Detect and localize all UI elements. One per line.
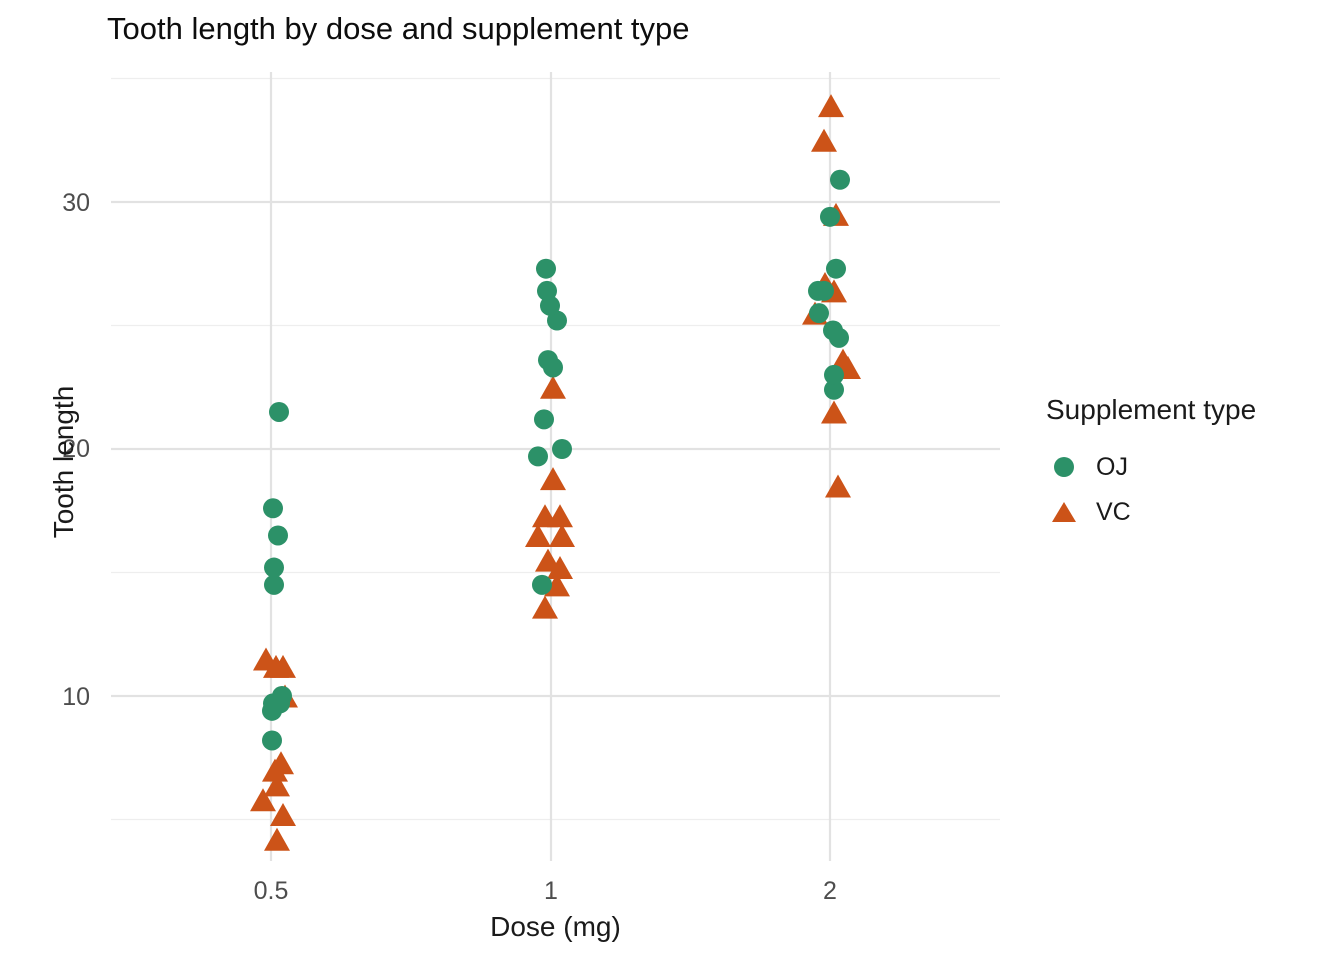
- data-point-oj: [537, 280, 557, 301]
- data-point-oj: [262, 730, 282, 751]
- data-point-oj: [532, 574, 552, 595]
- data-point-oj: [264, 557, 284, 578]
- data-point-vc: [540, 467, 566, 491]
- y-tick-label-10: 10: [62, 683, 90, 711]
- data-point-oj: [823, 320, 843, 341]
- data-point-oj: [814, 280, 834, 301]
- data-point-oj: [552, 439, 572, 459]
- data-point-oj: [820, 206, 840, 227]
- oj-circle-icon: [1046, 457, 1082, 477]
- y-tick-label-30: 30: [62, 189, 90, 217]
- data-point-vc: [544, 573, 570, 597]
- legend-label-vc: VC: [1096, 497, 1131, 526]
- legend-label-oj: OJ: [1096, 452, 1128, 481]
- x-tick-label-1: 1: [544, 877, 558, 905]
- data-point-oj: [538, 350, 558, 371]
- data-point-oj: [547, 310, 567, 331]
- chart-title: Tooth length by dose and supplement type: [107, 11, 690, 46]
- data-point-oj: [540, 295, 560, 316]
- data-point-vc: [549, 523, 575, 547]
- data-point-oj: [830, 169, 850, 190]
- x-axis-title: Dose (mg): [490, 911, 621, 942]
- data-point-oj: [528, 446, 548, 467]
- data-point-vc: [270, 803, 296, 827]
- data-point-oj: [809, 303, 829, 324]
- vc-triangle-icon: [1046, 502, 1082, 522]
- data-point-oj: [263, 498, 283, 519]
- x-tick-label-2: 2: [823, 877, 837, 905]
- data-point-vc: [525, 523, 551, 547]
- data-point-vc: [821, 400, 847, 424]
- data-point-oj: [270, 693, 290, 714]
- legend-item-oj: OJ: [1046, 453, 1256, 481]
- data-point-oj: [264, 574, 284, 595]
- legend-item-vc: VC: [1046, 498, 1256, 526]
- data-point-oj: [534, 409, 554, 430]
- data-point-vc: [532, 595, 558, 619]
- data-point-vc: [262, 758, 288, 782]
- y-axis-title: Tooth length: [48, 385, 79, 539]
- data-point-oj: [269, 401, 289, 422]
- y-tick-label-20: 20: [62, 435, 90, 463]
- data-point-vc: [270, 654, 296, 678]
- data-point-vc: [818, 94, 844, 118]
- data-point-vc: [264, 773, 290, 797]
- data-point-oj: [826, 258, 846, 279]
- data-point-vc: [547, 556, 573, 580]
- data-point-oj: [824, 364, 844, 385]
- data-point-vc: [250, 788, 276, 812]
- data-point-vc: [540, 375, 566, 399]
- data-point-vc: [825, 474, 851, 498]
- legend-title: Supplement type: [1046, 394, 1257, 425]
- data-point-oj: [536, 258, 556, 279]
- data-point-vc: [264, 827, 290, 851]
- legend: Supplement type OJ VC: [1046, 394, 1256, 526]
- x-tick-label-0.5: 0.5: [253, 877, 289, 905]
- data-point-vc: [547, 504, 573, 528]
- data-point-oj: [824, 379, 844, 400]
- data-point-oj: [268, 525, 288, 546]
- data-point-vc: [535, 548, 561, 572]
- data-point-vc: [811, 128, 837, 152]
